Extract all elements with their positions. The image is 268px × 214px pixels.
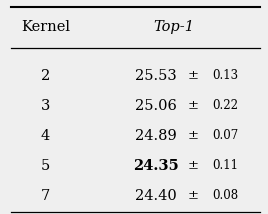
Text: ±: ± [187, 70, 199, 82]
Text: 0.11: 0.11 [212, 159, 238, 172]
Text: 4: 4 [41, 129, 50, 143]
Text: Kernel: Kernel [21, 20, 70, 34]
Text: Top-1: Top-1 [154, 20, 195, 34]
Text: 7: 7 [41, 189, 50, 203]
Text: 0.13: 0.13 [212, 70, 238, 82]
Text: 3: 3 [41, 99, 50, 113]
Text: 0.08: 0.08 [212, 189, 238, 202]
Text: 2: 2 [41, 69, 50, 83]
Text: 5: 5 [41, 159, 50, 173]
Text: ±: ± [187, 159, 199, 172]
Text: ±: ± [187, 129, 199, 142]
Text: 24.35: 24.35 [133, 159, 178, 173]
Text: 25.06: 25.06 [135, 99, 176, 113]
Text: 0.07: 0.07 [212, 129, 238, 142]
Text: ±: ± [187, 100, 199, 112]
Text: 24.89: 24.89 [135, 129, 176, 143]
Text: 25.53: 25.53 [135, 69, 176, 83]
Text: ±: ± [187, 189, 199, 202]
Text: 24.40: 24.40 [135, 189, 176, 203]
Text: 0.22: 0.22 [212, 100, 238, 112]
